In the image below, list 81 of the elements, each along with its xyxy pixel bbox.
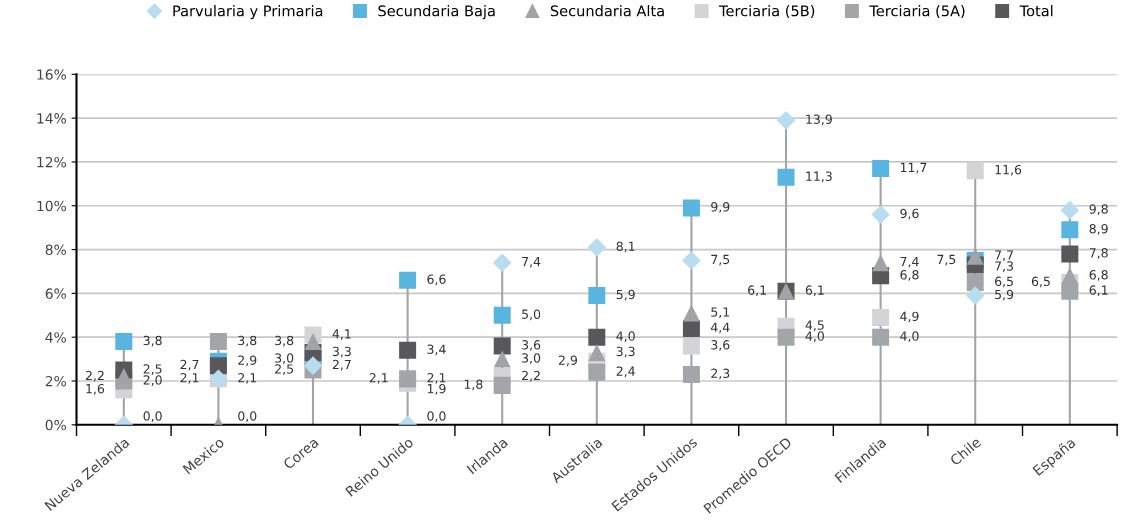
y-tick-label: 14% [37, 113, 67, 124]
data-label: 1,9 [427, 383, 446, 395]
data-label: 4,4 [710, 322, 730, 334]
data-label: 2,9 [238, 355, 257, 367]
data-label: 5,9 [616, 289, 635, 301]
data-label: 7,7 [995, 250, 1013, 262]
data-label: 2,1 [427, 372, 446, 384]
data-label: 7,4 [900, 257, 919, 268]
data-label: 9,8 [1089, 204, 1108, 216]
legend-label: Total [1019, 5, 1053, 17]
data-label: 8,1 [616, 241, 635, 253]
data-label: 6,1 [1089, 285, 1108, 297]
data-label: 2,2 [522, 370, 540, 382]
data-label: 3,0 [522, 353, 541, 364]
legend-label: Secundaria Alta [550, 5, 664, 17]
data-label: 9,9 [711, 202, 730, 213]
legend-label: Terciaria (5A) [869, 5, 965, 19]
data-label: 11,7 [900, 162, 927, 174]
data-label: 2,1 [238, 372, 257, 384]
data-label: 3,8 [275, 335, 294, 347]
data-label: 7,5 [937, 254, 956, 266]
data-label: 2,5 [275, 364, 293, 375]
data-label: 6,5 [995, 276, 1013, 288]
data-label: 6,5 [1031, 276, 1050, 288]
data-label: 5,0 [522, 309, 541, 321]
data-label: 4,9 [900, 311, 919, 323]
data-label: 5,9 [995, 289, 1014, 301]
data-label: 7,5 [711, 254, 730, 266]
y-tick-label: 0% [45, 419, 67, 431]
y-tick-label: 2% [45, 375, 67, 387]
data-label: 2,7 [180, 359, 199, 371]
y-tick-label: 16% [37, 69, 67, 80]
data-label: 1,6 [86, 383, 105, 395]
y-tick-label: 10% [37, 200, 67, 212]
data-label: 2,7 [332, 359, 351, 371]
data-label: 8,9 [1089, 224, 1108, 235]
data-label: 1,8 [464, 379, 483, 391]
data-label: 4,5 [805, 320, 824, 332]
data-label: 2,5 [143, 364, 162, 375]
y-tick-label: 4% [45, 332, 67, 343]
data-label: 4,0 [900, 331, 919, 343]
data-label: 5,1 [711, 307, 730, 318]
data-label: 6,1 [748, 285, 766, 297]
data-label: 2,2 [85, 370, 104, 382]
data-label: 3,8 [238, 335, 257, 347]
data-label: 6,8 [900, 270, 919, 281]
data-label: 0,0 [427, 411, 446, 423]
data-label: 11,3 [806, 171, 832, 183]
data-label: 0,0 [238, 411, 257, 423]
data-label: 3,3 [616, 346, 635, 358]
data-label: 3,3 [332, 346, 351, 358]
y-tick-label: 6% [45, 288, 67, 299]
data-label: 13,9 [806, 114, 832, 126]
data-label: 9,6 [900, 208, 919, 220]
legend-label: Terciaria (5B) [719, 5, 815, 19]
data-label: 3,0 [275, 353, 294, 364]
data-label: 2,1 [369, 372, 388, 384]
data-label: 2,9 [558, 355, 578, 367]
data-label: 6,1 [805, 285, 824, 297]
legend-label: Secundaria Baja [378, 5, 495, 20]
legend-label: Parvularia y Primaria [173, 5, 323, 20]
y-tick-label: 12% [37, 156, 67, 168]
data-label: 3,6 [522, 340, 541, 351]
data-label: 7,8 [1089, 248, 1108, 259]
y-tick-label: 8% [45, 244, 67, 256]
data-label: 2,0 [143, 375, 162, 386]
data-label: 3,6 [711, 340, 730, 351]
data-label: 3,4 [427, 344, 446, 356]
data-label: 4,1 [332, 329, 351, 340]
data-label: 7,3 [995, 261, 1014, 272]
data-label: 6,6 [427, 274, 446, 286]
data-label: 2,3 [711, 368, 730, 380]
data-label: 0,0 [143, 411, 162, 423]
data-label: 2,1 [180, 372, 199, 384]
data-label: 11,6 [995, 164, 1022, 176]
data-label: 2,4 [616, 366, 635, 378]
data-label: 4,0 [616, 331, 635, 343]
data-label: 7,4 [522, 257, 541, 268]
data-label: 3,8 [143, 335, 162, 347]
data-label: 4,0 [805, 331, 824, 343]
data-label: 6,8 [1089, 270, 1108, 281]
